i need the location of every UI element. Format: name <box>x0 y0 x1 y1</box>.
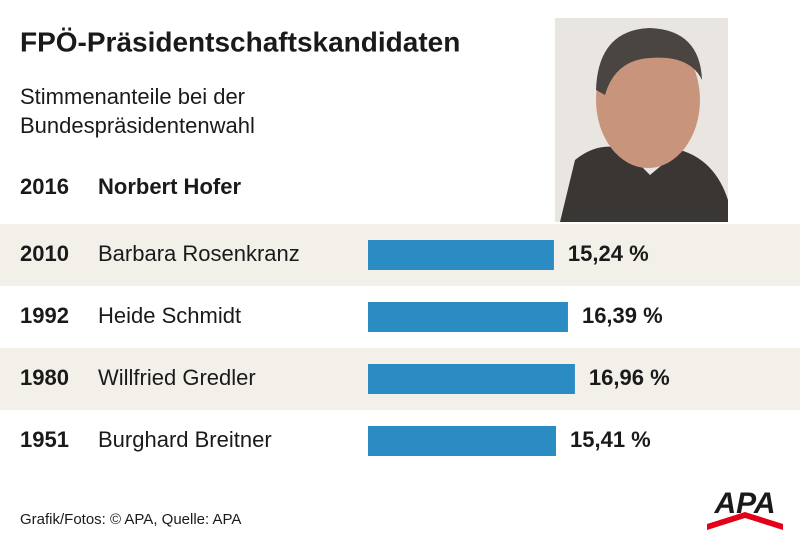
value-label: 15,41 % <box>570 427 651 452</box>
photo <box>555 18 728 222</box>
source: Grafik/Fotos: © APA, Quelle: APA <box>20 511 241 528</box>
category-label: Heide Schmidt <box>98 303 241 328</box>
subtitle: Stimmenanteile bei der <box>20 84 245 109</box>
category-label: Barbara Rosenkranz <box>98 241 300 266</box>
year-label: 1980 <box>20 365 69 390</box>
photo-body <box>560 146 728 222</box>
year-label: 1951 <box>20 427 69 452</box>
category-label: Burghard Breitner <box>98 427 272 452</box>
value-label: 15,24 % <box>568 241 649 266</box>
highlight-year: 2016 <box>20 174 69 199</box>
logo: APA <box>707 487 783 530</box>
value-label: 16,39 % <box>582 303 663 328</box>
bar <box>368 426 557 456</box>
bar <box>368 364 575 394</box>
year-label: 1992 <box>20 303 69 328</box>
year-label: 2010 <box>20 241 69 266</box>
logo-mark <box>707 512 783 530</box>
highlight-name: Norbert Hofer <box>98 174 241 199</box>
photo-hair <box>596 28 702 95</box>
value-label: 16,96 % <box>589 365 670 390</box>
subtitle: Bundespräsidentenwahl <box>20 113 255 138</box>
bar <box>368 240 554 270</box>
bar <box>368 302 568 332</box>
chart-title: FPÖ-Präsidentschaftskandidaten <box>20 26 460 57</box>
category-label: Willfried Gredler <box>98 365 256 390</box>
